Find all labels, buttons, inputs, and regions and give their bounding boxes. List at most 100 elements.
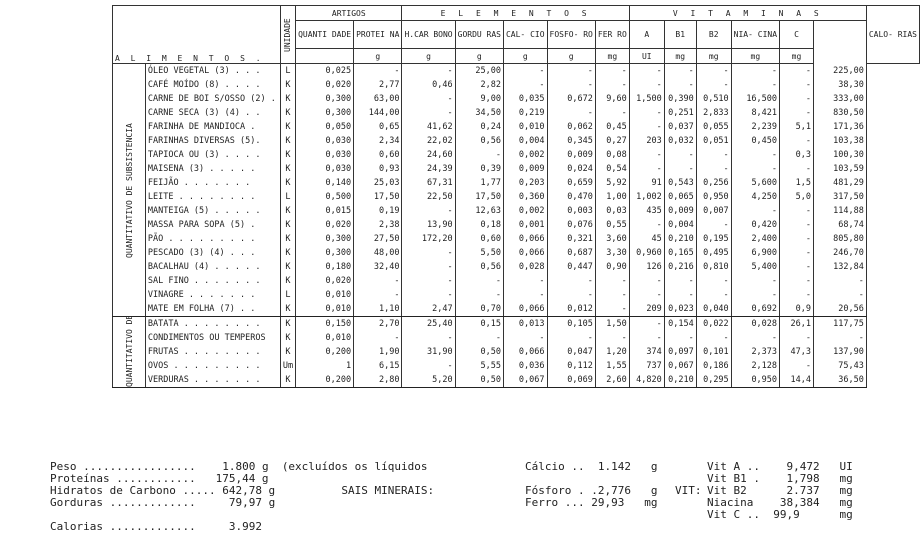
table-row: MASSA PARA SOPA (5) . K 0,020 2,38 13,90 0,18…: [113, 218, 920, 232]
cell-value: -: [695, 162, 732, 176]
food-name: CARNE DE BOI S/OSSO (2) .: [144, 92, 281, 106]
cell-value: -: [730, 78, 781, 92]
cell-value: 2,400: [730, 232, 781, 246]
cell-value: K: [279, 345, 297, 359]
cell-value: 0,066: [502, 302, 548, 317]
cell-value: 317,50: [812, 190, 867, 204]
cell-value: 2,373: [730, 345, 781, 359]
cell-value: 0,950: [695, 190, 732, 204]
cell-value: -: [546, 63, 596, 78]
cell-value: 47,3: [779, 345, 814, 359]
cell-value: 103,38: [812, 134, 867, 148]
food-name: VERDURAS . . . . . . .: [144, 373, 281, 388]
cell-value: 0,46: [401, 78, 456, 92]
cell-value: -: [812, 331, 867, 345]
table-row: FRUTAS . . . . . . . . K 0,200 1,90 31,90 0,5…: [113, 345, 920, 359]
cell-value: 45: [628, 232, 665, 246]
cell-value: 0,030: [295, 162, 355, 176]
food-name: PESCADO (3) (4) . . .: [144, 246, 281, 260]
cell-value: -: [695, 63, 732, 78]
cell-value: 0,659: [546, 176, 596, 190]
cell-value: 0,076: [546, 218, 596, 232]
cell-value: 5,0: [779, 190, 814, 204]
cell-value: 203: [628, 134, 665, 148]
cell-value: -: [546, 331, 596, 345]
hidratos-value: 642,78 g: [222, 484, 276, 497]
column-header: NIA- CINA: [730, 20, 781, 49]
cell-value: 0,9: [779, 302, 814, 317]
cell-value: 0,062: [546, 120, 596, 134]
column-header: A: [628, 20, 665, 49]
food-name: CONDIMENTOS OU TEMPEROS: [144, 331, 281, 345]
cell-value: K: [279, 373, 297, 388]
table-row: MATE EM FOLHA (7) . . K 0,010 1,10 2,47 0,70 0…: [113, 302, 920, 317]
cell-value: 0,345: [546, 134, 596, 148]
food-name: LEITE . . . . . . . .: [144, 190, 281, 204]
section-label: QUANTITATIVO DE RANCHO: [112, 316, 146, 388]
cell-value: K: [279, 176, 297, 190]
cell-value: 24,60: [401, 148, 456, 162]
cell-value: 0,009: [663, 204, 697, 218]
column-header: FER RO: [594, 20, 630, 49]
vit-b2: Vit B2 2.737 mg: [707, 484, 853, 497]
cell-value: -: [594, 63, 630, 78]
cell-value: -: [730, 162, 781, 176]
cell-value: 1,55: [594, 359, 630, 373]
cell-value: -: [401, 63, 456, 78]
cell-value: 0,256: [695, 176, 732, 190]
cell-value: -: [628, 78, 665, 92]
cell-value: 20,56: [812, 302, 867, 317]
cell-value: 0,54: [594, 162, 630, 176]
cell-value: 0,390: [663, 92, 697, 106]
food-name: MANTEIGA (5) . . . . .: [144, 204, 281, 218]
calorias-label: Calorias .............: [50, 520, 196, 533]
cell-value: 114,88: [812, 204, 867, 218]
cell-value: -: [628, 274, 665, 288]
cell-value: -: [779, 78, 814, 92]
cell-value: 144,00: [353, 106, 403, 120]
food-name: FARINHAS DIVERSAS (5).: [144, 134, 281, 148]
cell-value: 0,023: [663, 302, 697, 317]
table-row: PÃO . . . . . . . . . K 0,300 27,50 172,20 0,…: [113, 232, 920, 246]
cell-value: 0,19: [353, 204, 403, 218]
cell-value: 830,50: [812, 106, 867, 120]
cell-value: 9,60: [594, 92, 630, 106]
cell-value: -: [628, 63, 665, 78]
cell-value: 0,90: [594, 260, 630, 274]
cell-value: 1,77: [454, 176, 504, 190]
cell-value: 2,239: [730, 120, 781, 134]
cell-value: -: [454, 274, 504, 288]
cell-value: 17,50: [454, 190, 504, 204]
cell-value: K: [279, 106, 297, 120]
food-name: MASSA PARA SOPA (5) .: [144, 218, 281, 232]
cell-value: 0,08: [594, 148, 630, 162]
cell-value: 68,74: [812, 218, 867, 232]
cell-value: 12,63: [454, 204, 504, 218]
cell-value: 0,055: [695, 120, 732, 134]
cell-value: 0,015: [295, 204, 355, 218]
cell-value: 0,200: [295, 345, 355, 359]
cell-value: 0,165: [663, 246, 697, 260]
cell-value: 0,450: [730, 134, 781, 148]
nutrition-table: A L I M E N T O S . UNIDADE ARTIGOS E L …: [112, 5, 920, 388]
cell-value: L: [279, 63, 297, 78]
niacina: Niacina 38,384 mg: [707, 496, 853, 509]
cell-value: 0,012: [546, 302, 596, 317]
cell-value: -: [695, 274, 732, 288]
unit-label: mg: [730, 48, 781, 64]
cell-value: -: [401, 106, 456, 120]
table-row: SAL FINO . . . . . . . K 0,020- - - - - - - - - - - -: [113, 274, 920, 288]
cell-value: -: [546, 78, 596, 92]
cell-value: 0,010: [295, 288, 355, 302]
cell-value: 0,028: [502, 260, 548, 274]
cell-value: -: [779, 92, 814, 106]
cell-value: 0,27: [594, 134, 630, 148]
cell-value: -: [502, 78, 548, 92]
cell-value: K: [279, 316, 297, 331]
cell-value: 103,59: [812, 162, 867, 176]
cell-value: 36,50: [812, 373, 867, 388]
unit-label: mg: [594, 48, 630, 64]
cell-value: 2,34: [353, 134, 403, 148]
cell-value: 0,020: [295, 218, 355, 232]
peso-label: Peso .................: [50, 460, 196, 473]
